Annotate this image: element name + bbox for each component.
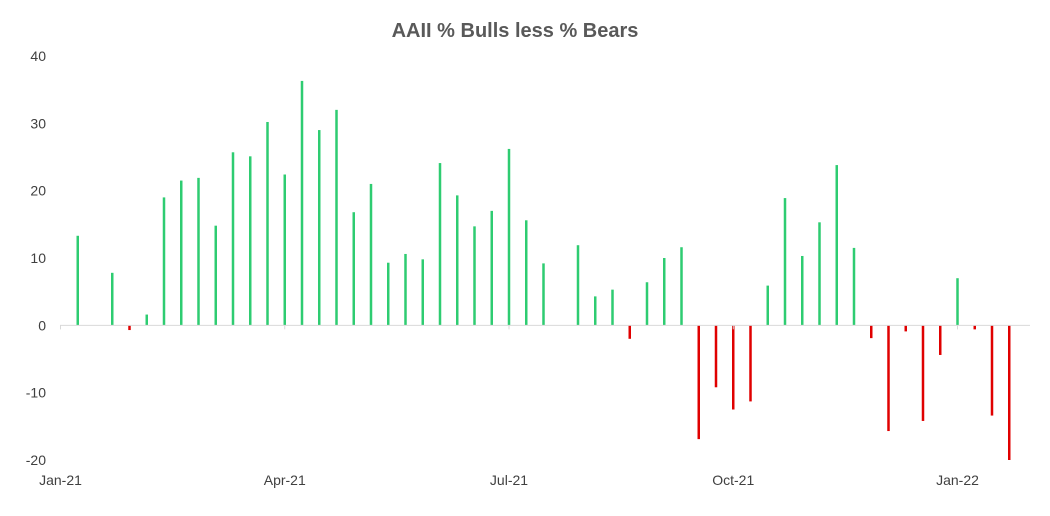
- bar: [990, 325, 994, 416]
- x-tick-label: Apr-21: [264, 472, 306, 488]
- x-tick-label: Jan-21: [39, 472, 82, 488]
- y-tick-label: 0: [38, 317, 46, 333]
- x-tick-label: Jul-21: [490, 472, 528, 488]
- x-tick-label: Oct-21: [712, 472, 754, 488]
- y-axis-ticks: 40 30 20 10 0 -10 -20: [26, 48, 46, 468]
- bar: [214, 225, 217, 326]
- bar: [749, 325, 752, 402]
- bar: [921, 325, 925, 421]
- bar: [542, 263, 545, 326]
- bar: [697, 325, 700, 440]
- bar: [197, 177, 200, 326]
- bar: [939, 325, 942, 355]
- bar: [318, 130, 321, 326]
- bar: [904, 325, 907, 332]
- bar: [438, 163, 442, 326]
- bar: [128, 325, 131, 331]
- bar: [473, 226, 476, 326]
- x-axis-ticks: Jan-21 Apr-21 Jul-21 Oct-21 Jan-22: [39, 325, 979, 488]
- bar: [645, 282, 649, 326]
- bar: [594, 296, 597, 326]
- bar: [870, 325, 873, 339]
- bar: [801, 255, 804, 326]
- bar: [404, 253, 407, 326]
- bar: [111, 272, 114, 326]
- y-tick-label: 30: [30, 115, 46, 131]
- bar: [180, 180, 183, 326]
- bar: [628, 325, 631, 339]
- bar: [162, 197, 166, 326]
- bar: [231, 152, 235, 326]
- bar: [680, 247, 683, 326]
- bar: [249, 156, 252, 326]
- bar: [835, 165, 838, 326]
- bar: [576, 245, 580, 326]
- bar: [300, 80, 304, 326]
- bar: [335, 109, 338, 326]
- bar: [973, 325, 976, 330]
- y-tick-label: 40: [30, 48, 46, 64]
- bar: [283, 174, 286, 326]
- bar: [783, 198, 787, 326]
- bar: [76, 235, 79, 326]
- bar: [1008, 325, 1011, 460]
- bar: [818, 222, 821, 326]
- chart-title: AAII % Bulls less % Bears: [391, 20, 639, 42]
- y-tick-label: 20: [30, 183, 46, 199]
- bar: [352, 212, 355, 326]
- bar: [456, 195, 459, 326]
- bar: [852, 247, 856, 326]
- bar: [525, 220, 528, 326]
- x-tick-label: Jan-22: [936, 472, 979, 488]
- bar: [714, 325, 718, 388]
- bar: [611, 289, 614, 326]
- bar: [887, 325, 890, 432]
- bar: [766, 285, 769, 326]
- bar: [732, 325, 735, 410]
- bar: [663, 258, 666, 326]
- bar: [387, 262, 390, 326]
- bar-series: [76, 80, 1011, 460]
- y-tick-label: -10: [26, 385, 46, 401]
- bar: [956, 278, 959, 326]
- bar: [369, 183, 373, 326]
- y-tick-label: 10: [30, 250, 46, 266]
- y-tick-label: -20: [26, 452, 46, 468]
- bar: [145, 314, 148, 326]
- bar: [421, 259, 424, 326]
- bar: [490, 210, 493, 326]
- bar: [507, 148, 511, 326]
- bar: [266, 121, 269, 326]
